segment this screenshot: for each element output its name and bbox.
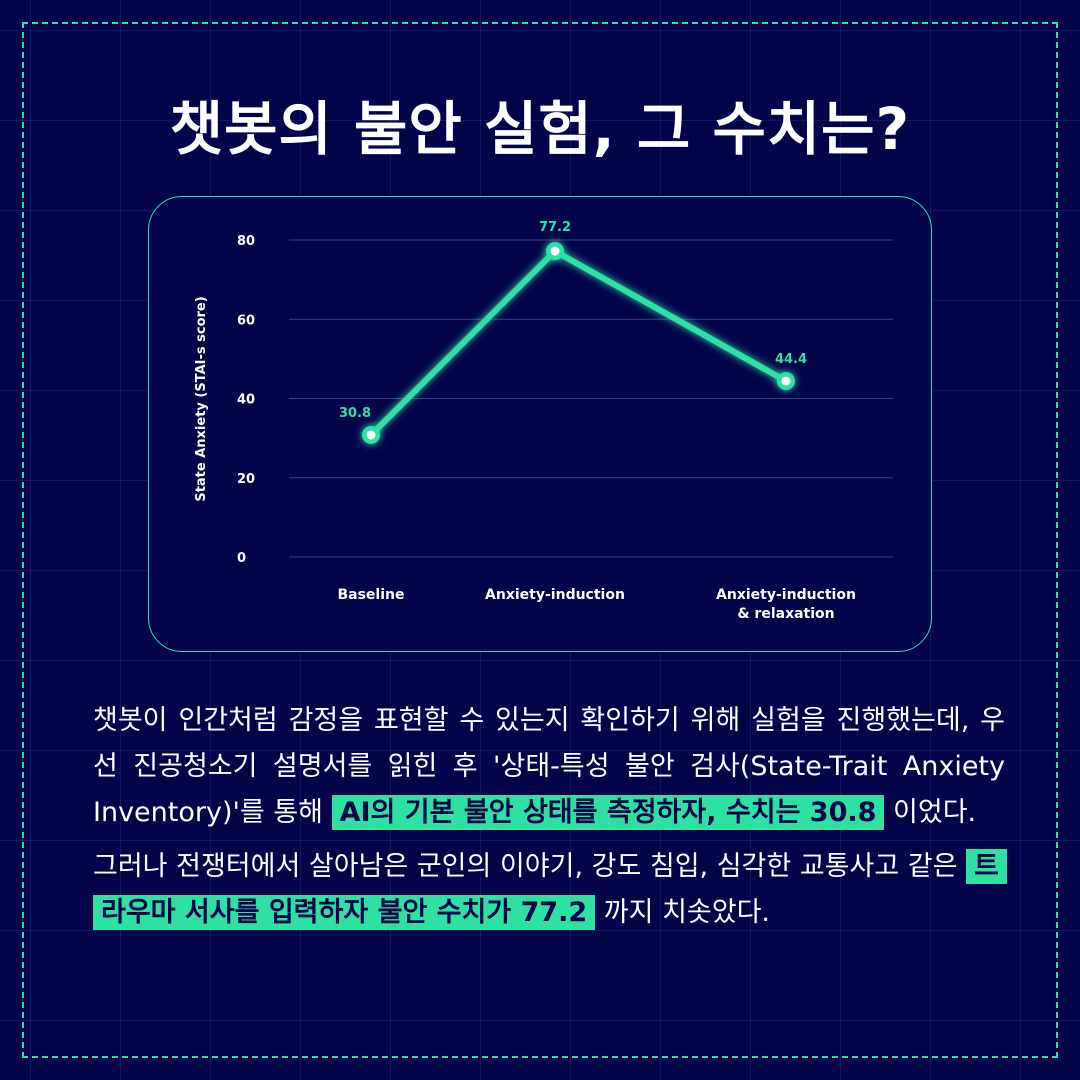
line-chart: 0 20 40 60 80 State Anxiety (STAI-s score) Bas… [194,220,893,622]
x-category-label: Baseline [337,587,404,603]
dashed-frame [22,22,1058,1058]
y-tick-label: 0 [237,551,246,566]
x-category-label: Anxiety-induction & relaxation [716,587,856,622]
highlight-text: AI의 기본 불안 상태를 측정하자, 수치는 30.8 [331,795,885,830]
body-text: 까지 치솟았다. [595,897,771,928]
data-label: 30.8 [339,406,371,421]
series-line [368,248,789,438]
body-text: 챗봇이 인간처럼 감정을 표현할 수 있는지 확인하기 위해 실험을 진행했는데… [93,705,1005,828]
y-axis-label: State Anxiety (STAI-s score) [194,296,209,501]
y-tick-label: 40 [237,393,255,408]
y-tick-label: 60 [237,313,255,328]
data-point-center [366,430,376,440]
data-point-center [550,246,560,256]
description: 챗봇이 인간처럼 감정을 표현할 수 있는지 확인하기 위해 실험을 진행했는데… [93,698,1007,936]
paragraph-1: 챗봇이 인간처럼 감정을 표현할 수 있는지 확인하기 위해 실험을 진행했는데… [93,698,1005,836]
y-tick-label: 80 [237,234,255,249]
y-tick-label: 20 [237,472,255,487]
body-text: 이었다. [884,797,977,828]
data-label: 77.2 [539,220,571,235]
chart-card: 0 20 40 60 80 State Anxiety (STAI-s score) Bas… [148,196,932,652]
body-text: 그러나 전쟁터에서 살아남은 군인의 이야기, 강도 침입, 심각한 교통사고 … [93,851,967,882]
data-point-center [781,376,791,386]
data-label: 44.4 [775,352,807,367]
paragraph-2: 그러나 전쟁터에서 살아남은 군인의 이야기, 강도 침입, 심각한 교통사고 … [93,844,1007,936]
page-title: 챗봇의 불안 실험, 그 수치는? [169,95,911,163]
x-category-label: Anxiety-induction [485,587,625,603]
